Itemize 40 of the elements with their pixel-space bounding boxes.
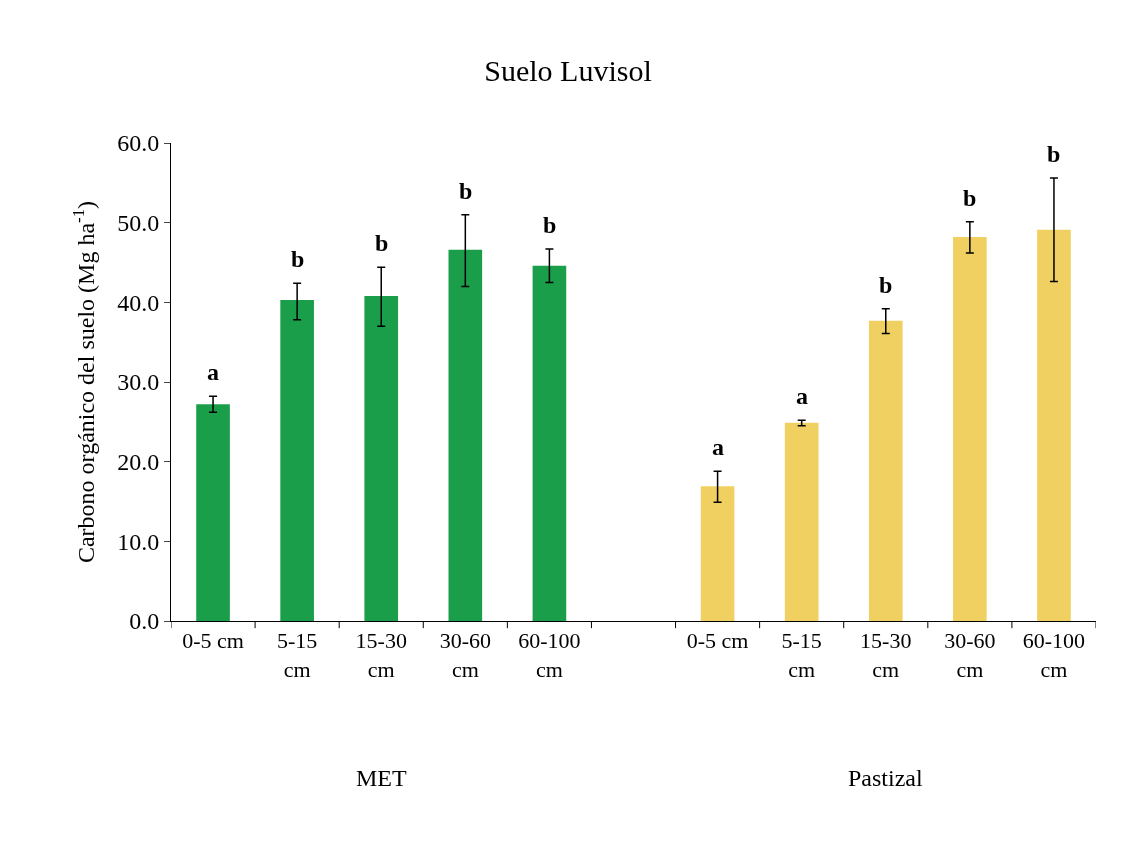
data-label: b (1047, 141, 1061, 167)
x-tick-label: 5-15 cm (781, 628, 822, 682)
text: Pastizal (848, 765, 923, 791)
chart-title: Suelo Luvisol (484, 54, 652, 88)
x-tick-label: 15-30 cm (355, 628, 407, 682)
y-tick-label: 40.0 (117, 289, 160, 316)
bar (700, 486, 735, 621)
y-tick-label: 50.0 (117, 210, 160, 237)
data-label: b (291, 246, 305, 272)
x-tick-label: 15-30 cm (860, 628, 912, 682)
bar (364, 295, 399, 621)
data-label: b (879, 272, 893, 298)
bar (868, 320, 903, 621)
y-tick-label: 10.0 (117, 528, 160, 555)
bar (784, 422, 819, 621)
x-tick-label: 0-5 cm (182, 628, 244, 654)
x-tick-label: 60-100 cm (518, 628, 581, 682)
y-tick-label: 0.0 (129, 608, 160, 635)
bar (532, 265, 567, 621)
x-tick-label: 5-15 cm (276, 628, 318, 682)
bar (196, 404, 230, 621)
x-tick-label: 30-60 cm (944, 628, 996, 682)
x-tick-label: 30-60 cm (439, 628, 491, 682)
data-label: b (963, 185, 977, 211)
text: MET (356, 765, 407, 791)
bar (448, 249, 483, 621)
data-label: b (375, 230, 389, 256)
y-tick-label: 20.0 (117, 449, 160, 476)
y-tick-label: 30.0 (117, 369, 160, 396)
data-label: a (796, 383, 808, 409)
bar (953, 237, 987, 621)
bar (1037, 229, 1071, 621)
x-tick-label: 0-5 cm (686, 628, 749, 654)
x-tick-label: 60-100 cm (1022, 628, 1086, 682)
y-tick-label: 60.0 (117, 130, 160, 157)
data-label: b (543, 212, 557, 238)
data-label: a (207, 359, 219, 385)
data-label: a (712, 434, 724, 460)
data-label: b (459, 178, 473, 204)
bar (280, 299, 314, 621)
